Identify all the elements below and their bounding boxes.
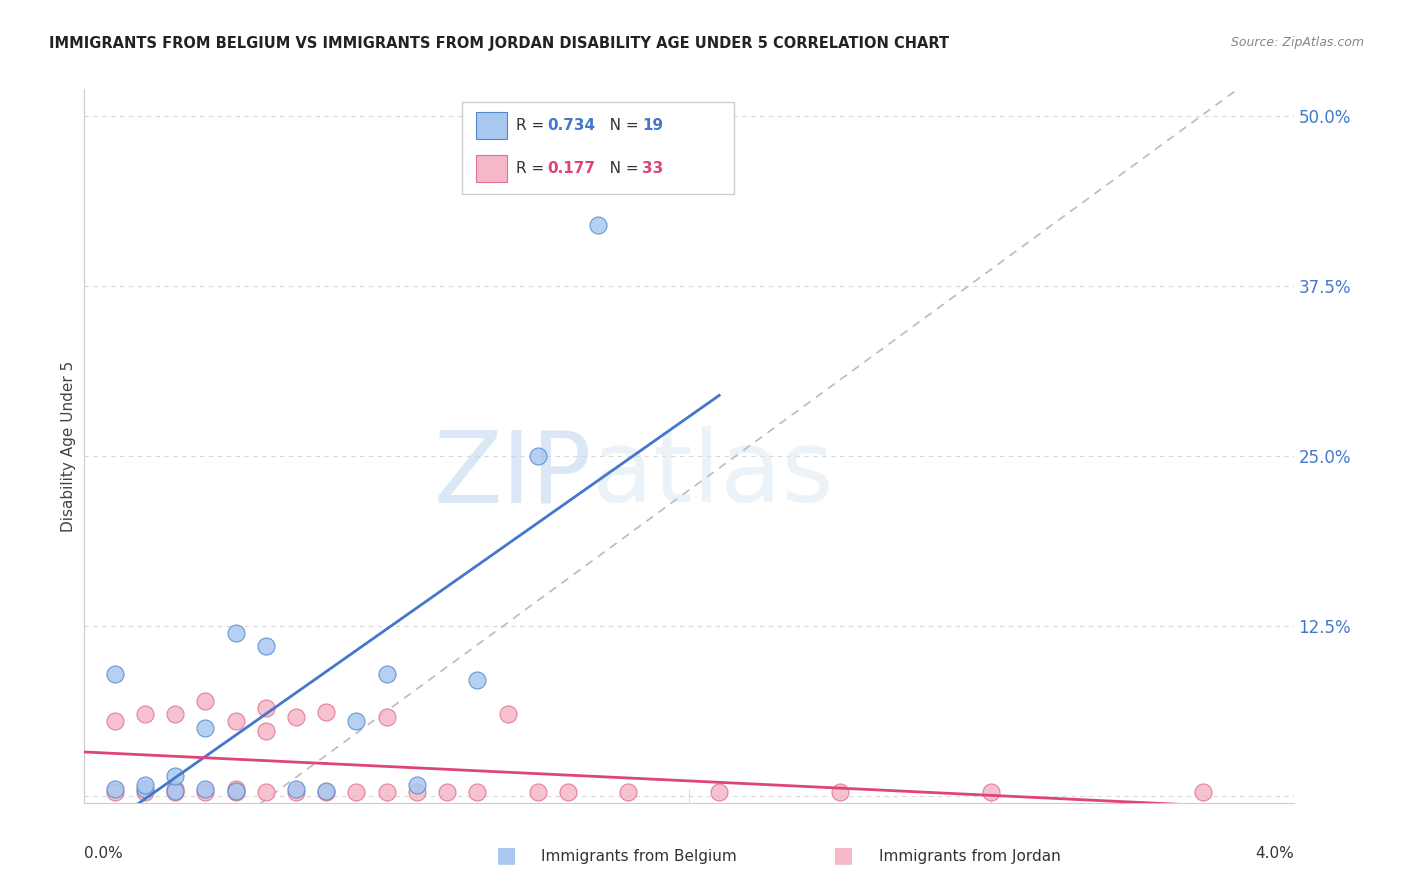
Text: 19: 19 — [643, 119, 664, 133]
Point — [165, 707, 187, 722]
Text: 4.0%: 4.0% — [1254, 846, 1294, 861]
Point — [225, 783, 247, 797]
Point — [375, 710, 398, 724]
Point — [254, 785, 277, 799]
Text: IMMIGRANTS FROM BELGIUM VS IMMIGRANTS FROM JORDAN DISABILITY AGE UNDER 5 CORRELA: IMMIGRANTS FROM BELGIUM VS IMMIGRANTS FR… — [49, 36, 949, 51]
Point — [225, 785, 247, 799]
Point — [496, 707, 519, 722]
Point — [346, 785, 368, 799]
Point — [284, 710, 308, 724]
Point — [134, 707, 156, 722]
Point — [254, 723, 277, 738]
Point — [527, 785, 550, 799]
Point — [284, 782, 308, 797]
Text: Immigrants from Jordan: Immigrants from Jordan — [879, 849, 1060, 863]
Point — [225, 626, 247, 640]
Point — [467, 673, 489, 688]
Point — [315, 783, 337, 797]
Point — [617, 785, 640, 799]
Point — [375, 666, 398, 681]
Point — [406, 778, 429, 792]
Point — [134, 782, 156, 797]
Point — [315, 705, 337, 719]
Y-axis label: Disability Age Under 5: Disability Age Under 5 — [60, 360, 76, 532]
Point — [284, 785, 308, 799]
Point — [104, 714, 127, 729]
Point — [315, 785, 337, 799]
Text: 0.0%: 0.0% — [84, 846, 124, 861]
Point — [104, 666, 127, 681]
Text: ■: ■ — [496, 845, 516, 864]
Point — [225, 782, 247, 797]
Point — [254, 640, 277, 654]
Text: ZIP: ZIP — [434, 426, 592, 523]
Point — [104, 785, 127, 799]
Point — [254, 700, 277, 714]
Point — [709, 785, 731, 799]
Text: ■: ■ — [834, 845, 853, 864]
Point — [1192, 785, 1215, 799]
Point — [527, 449, 550, 463]
Point — [436, 785, 458, 799]
Point — [165, 785, 187, 799]
Text: 33: 33 — [643, 161, 664, 176]
Text: R =: R = — [516, 161, 554, 176]
Point — [225, 714, 247, 729]
Point — [194, 694, 217, 708]
Point — [134, 785, 156, 799]
Point — [104, 782, 127, 797]
Point — [980, 785, 1002, 799]
Point — [134, 778, 156, 792]
Text: atlas: atlas — [592, 426, 834, 523]
Point — [346, 714, 368, 729]
Point — [194, 785, 217, 799]
Text: Source: ZipAtlas.com: Source: ZipAtlas.com — [1230, 36, 1364, 49]
Text: 0.734: 0.734 — [547, 119, 595, 133]
Point — [588, 218, 610, 232]
Point — [165, 783, 187, 797]
Point — [406, 785, 429, 799]
Point — [194, 721, 217, 735]
Point — [194, 782, 217, 797]
Text: 0.177: 0.177 — [547, 161, 595, 176]
Point — [467, 785, 489, 799]
Text: N =: N = — [595, 161, 643, 176]
Point — [165, 769, 187, 783]
Text: Immigrants from Belgium: Immigrants from Belgium — [541, 849, 737, 863]
Text: R =: R = — [516, 119, 548, 133]
Text: N =: N = — [595, 119, 643, 133]
Point — [557, 785, 579, 799]
Point — [830, 785, 852, 799]
Point — [165, 782, 187, 797]
Point — [375, 785, 398, 799]
